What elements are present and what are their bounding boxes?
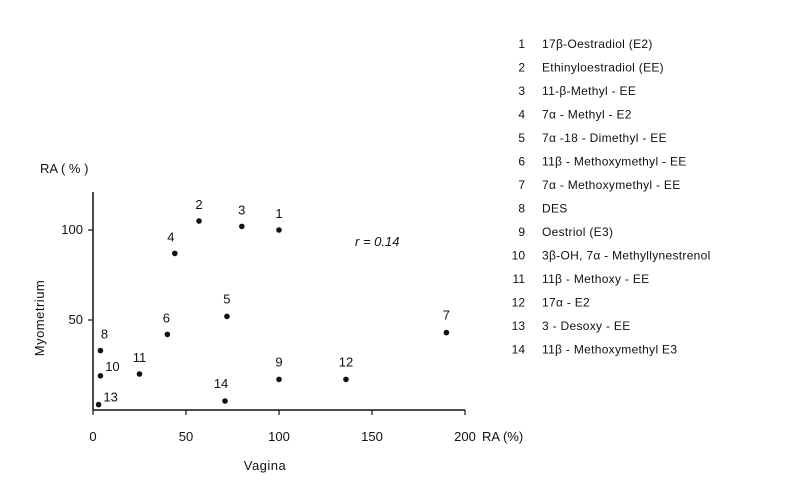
- legend-number: 1: [518, 37, 525, 51]
- legend-entry: 7α -18 - Dimethyl - EE: [542, 131, 667, 145]
- data-point: [343, 376, 349, 383]
- point-label: 6: [163, 310, 170, 325]
- data-point: [224, 313, 230, 320]
- x-unit-label: RA (%): [482, 429, 523, 444]
- x-axis-title: Vagina: [244, 458, 287, 473]
- data-point: [97, 373, 104, 379]
- legend-number: 8: [518, 202, 525, 216]
- x-tick-label: 100: [268, 429, 290, 444]
- point-label: 5: [223, 291, 230, 306]
- legend-number: 2: [518, 61, 525, 75]
- point-label: 11: [133, 350, 147, 365]
- data-point: [443, 329, 450, 336]
- legend-number: 6: [518, 155, 525, 169]
- y-tick-label: 100: [61, 222, 83, 237]
- x-tick-label: 0: [89, 429, 96, 444]
- legend-entry: 3 - Desoxy - EE: [542, 319, 631, 333]
- legend-number: 3: [518, 84, 525, 98]
- legend-entry: 17β-Oestradiol (E2): [542, 37, 653, 51]
- data-point: [95, 401, 102, 408]
- legend-number: 5: [518, 131, 525, 145]
- legend-number: 7: [518, 178, 525, 192]
- y-tick-label: 50: [69, 312, 83, 327]
- y-axis-title: Myometrium: [32, 280, 47, 357]
- legend-number: 4: [518, 108, 525, 122]
- legend-entry: 3β-OH, 7α - Methyllynestrenol: [542, 249, 711, 263]
- legend-entry: 7α - Methyl - E2: [542, 108, 632, 122]
- point-label: 8: [101, 327, 108, 342]
- point-label: 4: [167, 229, 174, 244]
- legend-number: 14: [512, 343, 526, 357]
- point-label: 10: [105, 359, 119, 374]
- x-tick-label: 50: [179, 429, 193, 444]
- legend-number: 12: [512, 296, 526, 310]
- data-point: [222, 398, 228, 404]
- legend-number: 10: [512, 249, 526, 263]
- point-label: 14: [214, 376, 228, 391]
- point-label: 1: [275, 206, 282, 221]
- data-point: [136, 371, 143, 377]
- legend-number: 9: [518, 225, 525, 239]
- data-point: [97, 347, 104, 354]
- data-point: [196, 218, 202, 224]
- legend-entry: 7α - Methoxymethyl - EE: [542, 178, 681, 192]
- legend-entry: Oestriol (E3): [542, 225, 613, 239]
- point-label: 7: [443, 308, 450, 323]
- y-unit-label: RA ( % ): [40, 161, 88, 176]
- point-label: 2: [195, 197, 202, 212]
- legend-entry: 11-β-Methyl - EE: [542, 84, 636, 98]
- point-label: 9: [275, 354, 282, 369]
- legend-entry: DES: [542, 202, 568, 216]
- point-label: 12: [339, 354, 353, 369]
- x-tick-label: 200: [454, 429, 476, 444]
- data-point: [276, 376, 282, 383]
- legend-entry: 11β - Methoxymethyl - EE: [542, 155, 687, 169]
- legend-number: 13: [512, 319, 526, 333]
- data-point: [239, 223, 245, 230]
- correlation-annotation: r = 0.14: [355, 234, 399, 249]
- data-point: [276, 227, 282, 233]
- data-point: [172, 250, 178, 257]
- point-label: 3: [238, 202, 245, 217]
- legend-entry: 11β - Methoxymethyl E3: [542, 343, 677, 357]
- data-point: [164, 331, 171, 338]
- legend-number: 11: [513, 272, 526, 286]
- legend-entry: 11β - Methoxy - EE: [542, 272, 649, 286]
- legend-entry: 17α - E2: [542, 296, 590, 310]
- x-tick-label: 150: [361, 429, 383, 444]
- legend-entry: Ethinyloestradiol (EE): [542, 61, 664, 75]
- point-label: 13: [103, 390, 117, 405]
